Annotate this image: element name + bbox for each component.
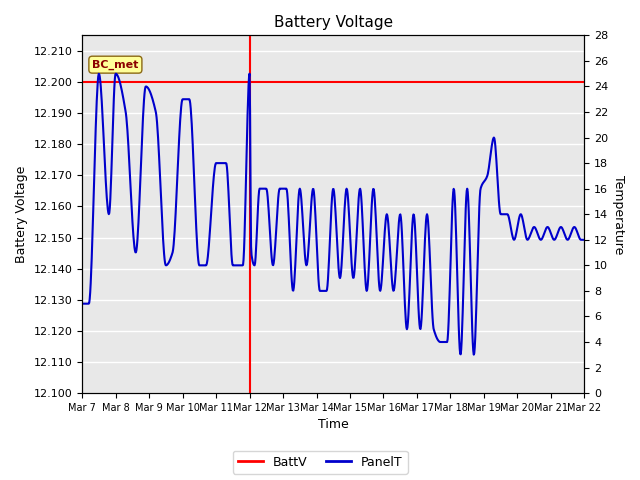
Text: BC_met: BC_met [92, 60, 139, 70]
X-axis label: Time: Time [318, 419, 349, 432]
Y-axis label: Temperature: Temperature [612, 175, 625, 254]
Title: Battery Voltage: Battery Voltage [274, 15, 393, 30]
Legend: BattV, PanelT: BattV, PanelT [232, 451, 408, 474]
Y-axis label: Battery Voltage: Battery Voltage [15, 166, 28, 263]
